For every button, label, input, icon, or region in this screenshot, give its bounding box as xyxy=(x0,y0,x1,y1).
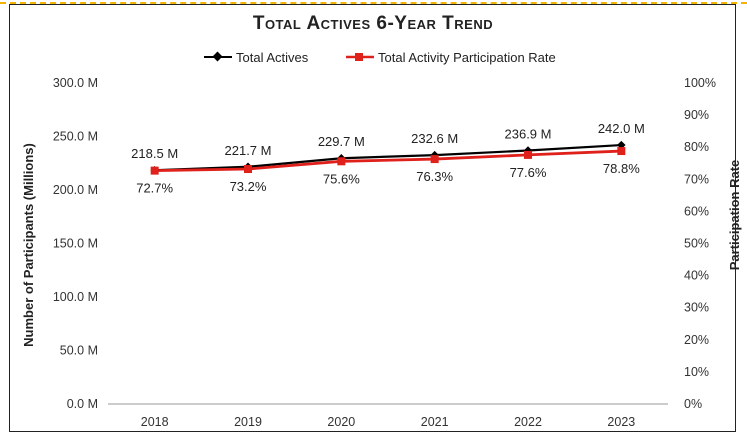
top-dashed-border xyxy=(0,2,747,4)
chart-border xyxy=(9,4,736,432)
legend-rate-marker xyxy=(355,53,363,61)
y-tick-label: 250.0 M xyxy=(53,130,98,144)
y2-tick-label: 20% xyxy=(684,333,709,347)
total-actives-data-label: 232.6 M xyxy=(411,131,458,146)
y-tick-label: 200.0 M xyxy=(53,183,98,197)
data-labels: 218.5 M 221.7 M 229.7 M 232.6 M 236.9 M 242.0… xyxy=(131,121,645,196)
y2-tick-label: 60% xyxy=(684,204,709,218)
y-tick-label: 0.0 M xyxy=(67,397,98,411)
participation-rate-data-label: 72.7% xyxy=(136,181,173,196)
series-markers xyxy=(150,140,626,175)
participation-rate-marker xyxy=(524,150,532,159)
total-actives-data-label: 236.9 M xyxy=(505,127,552,142)
participation-rate-data-label: 73.2% xyxy=(230,179,267,194)
total-actives-data-label: 221.7 M xyxy=(225,143,272,158)
total-actives-data-label: 229.7 M xyxy=(318,134,365,149)
y2-tick-label: 40% xyxy=(684,269,709,283)
participation-rate-marker xyxy=(244,165,252,174)
y2-tick-label: 0% xyxy=(684,397,702,411)
legend-total-actives-marker xyxy=(212,51,223,62)
y-axis-title: Number of Participants (Millions) xyxy=(21,143,36,347)
participation-rate-line xyxy=(154,149,622,173)
x-tick-label: 2019 xyxy=(234,415,262,429)
y-tick-label: 50.0 M xyxy=(60,344,98,358)
participation-rate-data-label: 77.6% xyxy=(510,165,547,180)
total-actives-data-label: 242.0 M xyxy=(598,121,645,136)
x-tick-label: 2018 xyxy=(141,415,169,429)
participation-rate-marker xyxy=(617,147,626,156)
participation-rate-marker xyxy=(430,155,439,164)
x-tick-labels: 2018 2019 2020 2021 2022 2023 xyxy=(141,415,636,429)
x-tick-label: 2023 xyxy=(607,415,635,429)
y-tick-label: 100.0 M xyxy=(53,290,98,304)
y2-tick-label: 100% xyxy=(684,76,716,90)
x-tick-label: 2022 xyxy=(514,415,542,429)
total-actives-line xyxy=(154,143,622,172)
y-tick-labels: 0.0 M 50.0 M 100.0 M 150.0 M 200.0 M 250.0 M 3… xyxy=(53,76,98,411)
legend-total-actives-label: Total Actives xyxy=(236,50,309,65)
participation-rate-marker xyxy=(337,157,346,166)
participation-rate-data-label: 75.6% xyxy=(323,171,360,186)
series-lines xyxy=(154,143,622,173)
chart-title: Total Actives 6-Year Trend xyxy=(253,13,493,34)
x-tick-label: 2021 xyxy=(421,415,449,429)
participation-rate-marker xyxy=(150,166,159,175)
y2-tick-label: 90% xyxy=(684,108,709,122)
legend-rate-label: Total Activity Participation Rate xyxy=(378,50,556,65)
y2-tick-label: 70% xyxy=(684,172,709,186)
y-tick-label: 150.0 M xyxy=(53,237,98,251)
y2-tick-label: 80% xyxy=(684,140,709,154)
legend: Total Actives Total Activity Participati… xyxy=(204,50,556,65)
y2-tick-label: 10% xyxy=(684,365,709,379)
y2-axis-title: Participation Rate xyxy=(727,160,742,271)
participation-rate-data-label: 78.8% xyxy=(603,161,640,176)
x-tick-label: 2020 xyxy=(327,415,355,429)
y-tick-label: 300.0 M xyxy=(53,76,98,90)
total-actives-data-label: 218.5 M xyxy=(131,146,178,161)
participation-rate-data-label: 76.3% xyxy=(416,169,453,184)
y2-tick-label: 30% xyxy=(684,301,709,315)
y2-tick-labels: 0% 10% 20% 30% 40% 50% 60% 70% 80% 90% 100% xyxy=(684,76,716,411)
y2-tick-label: 50% xyxy=(684,237,709,251)
